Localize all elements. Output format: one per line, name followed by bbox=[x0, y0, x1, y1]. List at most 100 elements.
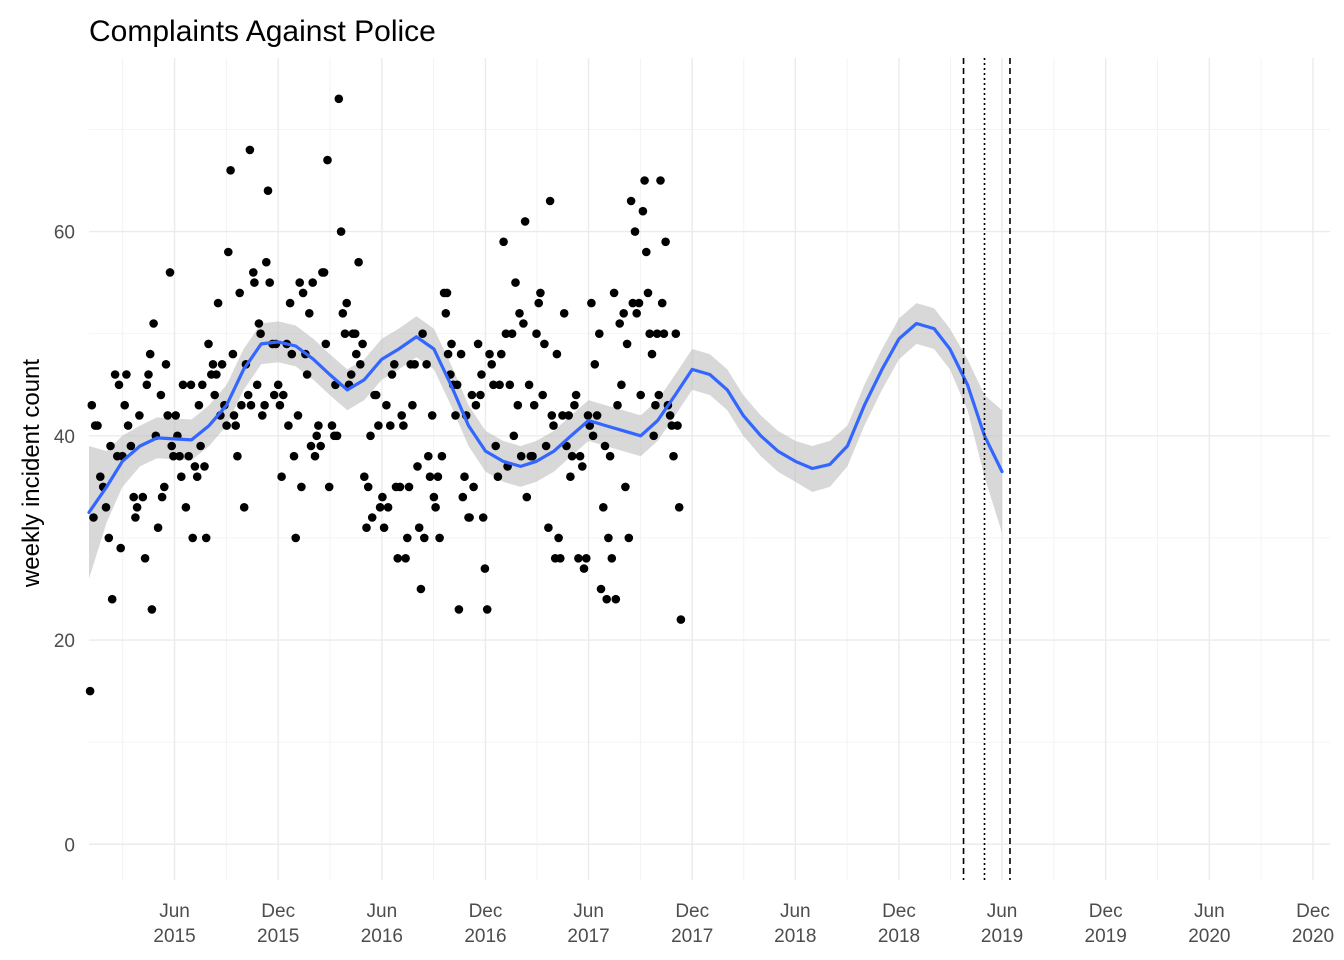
data-point bbox=[467, 390, 477, 400]
data-point bbox=[661, 237, 670, 247]
data-point bbox=[157, 492, 167, 502]
data-point bbox=[545, 196, 555, 206]
data-point bbox=[473, 339, 483, 349]
data-point bbox=[590, 360, 600, 369]
x-tick-label: Jun 2017 bbox=[567, 901, 609, 947]
data-point bbox=[493, 472, 503, 482]
data-point bbox=[628, 298, 638, 308]
x-tick-label-line: 2018 bbox=[878, 926, 920, 947]
data-point bbox=[596, 584, 606, 594]
data-point bbox=[342, 298, 352, 308]
data-point bbox=[489, 380, 498, 390]
x-tick-label: Dec 2017 bbox=[671, 901, 713, 947]
data-point bbox=[110, 370, 120, 379]
data-point bbox=[636, 390, 645, 400]
y-tick-label: 60 bbox=[54, 223, 75, 244]
x-tick-label-line: 2017 bbox=[671, 926, 713, 947]
data-point bbox=[404, 482, 414, 492]
data-point bbox=[149, 319, 158, 328]
data-point bbox=[114, 380, 124, 390]
data-point bbox=[390, 360, 399, 369]
data-point bbox=[657, 298, 667, 308]
x-tick-label-line: Jun bbox=[367, 901, 398, 922]
data-point bbox=[519, 319, 528, 328]
data-point bbox=[602, 594, 611, 604]
data-point bbox=[676, 615, 686, 624]
data-point bbox=[181, 503, 191, 512]
data-point bbox=[132, 503, 142, 512]
data-point bbox=[659, 329, 669, 339]
data-point bbox=[624, 533, 634, 543]
data-point bbox=[336, 227, 346, 236]
data-point bbox=[358, 339, 367, 349]
data-point bbox=[360, 472, 369, 482]
data-point bbox=[293, 411, 303, 420]
x-tick-label-line: 2016 bbox=[361, 926, 403, 947]
data-point bbox=[144, 370, 153, 379]
data-point bbox=[665, 411, 675, 420]
data-point bbox=[649, 431, 658, 441]
data-point bbox=[306, 441, 316, 451]
data-point bbox=[165, 268, 175, 277]
data-point bbox=[260, 400, 269, 410]
data-point bbox=[634, 298, 644, 308]
x-tick-label: Dec 2018 bbox=[878, 901, 920, 947]
data-point bbox=[208, 360, 218, 369]
x-tick-label-line: Dec bbox=[261, 901, 295, 922]
data-point bbox=[435, 533, 444, 543]
data-point bbox=[599, 503, 608, 512]
data-point bbox=[332, 431, 342, 441]
data-point bbox=[354, 257, 363, 267]
data-point bbox=[305, 309, 314, 318]
data-point bbox=[323, 155, 332, 165]
data-point bbox=[480, 564, 490, 573]
data-point bbox=[540, 339, 549, 349]
data-point bbox=[356, 360, 365, 369]
data-point bbox=[375, 503, 385, 512]
data-point bbox=[626, 196, 636, 206]
data-point bbox=[96, 472, 105, 482]
data-point bbox=[422, 360, 431, 369]
data-point bbox=[171, 411, 180, 420]
x-tick-label-line: Dec bbox=[882, 901, 916, 922]
data-point bbox=[638, 206, 648, 216]
data-point bbox=[499, 237, 508, 247]
data-point bbox=[279, 390, 288, 400]
data-point bbox=[427, 411, 437, 420]
data-point bbox=[228, 349, 238, 359]
data-point bbox=[429, 492, 439, 502]
data-point bbox=[327, 421, 337, 430]
data-point bbox=[454, 605, 464, 614]
data-point bbox=[452, 380, 462, 390]
data-point bbox=[129, 492, 138, 502]
data-point bbox=[212, 370, 221, 379]
data-point bbox=[378, 492, 387, 502]
data-point bbox=[615, 319, 624, 328]
x-tick-label-line: 2017 bbox=[567, 926, 609, 947]
x-tick-label-line: 2018 bbox=[774, 926, 816, 947]
data-point bbox=[198, 380, 207, 390]
data-point bbox=[497, 349, 506, 359]
x-tick-label-line: Dec bbox=[469, 901, 503, 922]
data-point bbox=[256, 329, 265, 339]
data-point bbox=[229, 411, 239, 420]
data-point bbox=[362, 523, 371, 532]
data-point bbox=[671, 329, 681, 339]
data-point bbox=[674, 503, 684, 512]
data-point bbox=[522, 492, 532, 502]
data-point bbox=[595, 329, 604, 339]
data-point bbox=[564, 411, 573, 420]
data-point bbox=[393, 554, 403, 563]
data-point bbox=[116, 543, 125, 553]
data-point bbox=[547, 411, 557, 420]
data-point bbox=[515, 309, 524, 318]
data-point bbox=[231, 421, 240, 430]
data-point bbox=[583, 411, 593, 420]
data-point bbox=[538, 390, 547, 400]
data-point bbox=[277, 472, 286, 482]
y-axis-label: weekly incident count bbox=[18, 359, 45, 588]
data-point bbox=[549, 421, 558, 430]
x-tick-label-line: 2016 bbox=[464, 926, 506, 947]
major-gridlines bbox=[89, 58, 1330, 880]
data-point bbox=[552, 349, 562, 359]
